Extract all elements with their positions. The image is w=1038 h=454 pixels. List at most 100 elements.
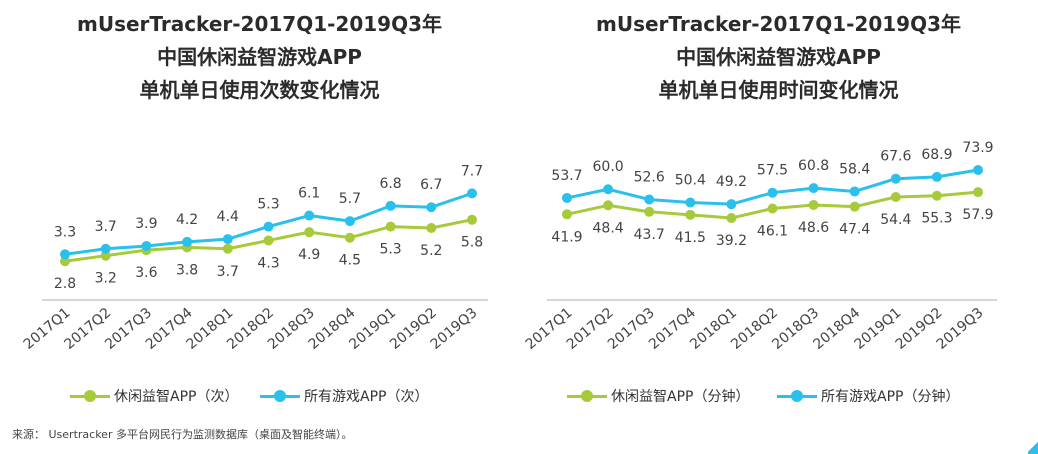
data-point-casual [726, 213, 737, 224]
data-point-casual [603, 200, 614, 211]
data-label-all: 6.7 [420, 177, 442, 193]
data-label-all: 6.1 [298, 186, 320, 202]
data-label-casual: 4.9 [298, 247, 320, 263]
legend-label-all: 所有游戏APP（分钟） [821, 389, 960, 405]
data-point-all [603, 184, 614, 195]
data-label-casual: 3.8 [176, 262, 198, 278]
x-tick-label: 2019Q3 [934, 305, 987, 353]
chart-title: mUserTracker-2017Q1-2019Q3年 中国休闲益智游戏APP … [0, 8, 519, 107]
data-label-casual: 5.8 [461, 235, 483, 251]
data-point-casual [808, 200, 819, 211]
data-label-casual: 43.7 [634, 227, 665, 243]
data-point-casual [685, 209, 696, 220]
data-label-casual: 3.7 [217, 264, 239, 280]
data-point-all [849, 186, 860, 197]
data-label-all: 3.3 [54, 224, 76, 240]
data-point-casual [100, 250, 111, 261]
data-label-all: 52.6 [634, 169, 665, 185]
data-point-casual [344, 232, 355, 243]
data-label-all: 50.4 [675, 173, 706, 189]
legend-line-marker-icon [567, 386, 607, 406]
data-label-all: 68.9 [921, 147, 952, 163]
data-point-casual [467, 214, 477, 225]
data-point-casual [931, 190, 942, 201]
data-point-casual [849, 201, 860, 212]
data-point-all [467, 188, 477, 199]
data-point-casual [644, 206, 655, 217]
title-line-2: 中国休闲益智游戏APP [676, 45, 881, 69]
data-label-all: 6.8 [379, 176, 401, 192]
data-point-casual [385, 221, 396, 232]
data-label-all: 73.9 [962, 140, 993, 156]
data-point-casual [304, 227, 315, 238]
title-line-3: 单机单日使用时间变化情况 [658, 78, 899, 102]
data-label-casual: 41.5 [675, 230, 706, 246]
data-label-casual: 41.9 [551, 229, 582, 245]
data-label-casual: 55.3 [921, 211, 952, 227]
data-point-all [304, 210, 315, 221]
data-point-all [385, 200, 396, 211]
data-label-all: 57.5 [757, 163, 788, 179]
data-point-all [344, 216, 355, 227]
data-label-all: 7.7 [461, 163, 483, 179]
data-label-casual: 5.2 [420, 243, 442, 259]
data-label-casual: 47.4 [839, 222, 870, 238]
data-label-casual: 54.4 [880, 212, 911, 228]
legend-label-all: 所有游戏APP（次） [304, 389, 429, 405]
source-note: 来源： Usertracker 多平台网民行为监测数据库（桌面及智能终端）。 [12, 428, 353, 441]
data-point-casual [222, 243, 233, 254]
data-point-all [767, 187, 778, 198]
legend-item-all: 所有游戏APP（分钟） [777, 386, 959, 406]
data-label-casual: 2.8 [54, 276, 76, 292]
data-label-all: 49.2 [716, 174, 747, 190]
data-point-casual [890, 191, 901, 202]
legend-item-casual: 休闲益智APP（分钟） [567, 386, 749, 406]
chart-panel-right: mUserTracker-2017Q1-2019Q3年 中国休闲益智游戏APP … [519, 0, 1038, 425]
data-point-casual [60, 256, 70, 267]
data-label-casual: 3.2 [95, 271, 117, 287]
line-chart-usage-time: 2017Q12017Q22017Q32017Q42018Q12018Q22018… [523, 140, 997, 353]
data-point-all [685, 197, 696, 208]
data-point-all [890, 173, 901, 184]
data-point-all [263, 221, 274, 232]
data-label-all: 67.6 [880, 149, 911, 165]
x-tick-label: 2019Q3 [428, 305, 481, 353]
data-label-casual: 5.3 [379, 242, 401, 258]
data-point-all [141, 241, 152, 251]
data-label-all: 3.9 [135, 216, 157, 232]
data-label-all: 3.7 [95, 219, 117, 235]
title-line-2: 中国休闲益智游戏APP [157, 45, 362, 69]
legend-label-casual: 休闲益智APP（分钟） [611, 389, 750, 405]
data-point-all [644, 194, 655, 205]
legend-line-marker-icon [70, 386, 110, 406]
data-point-all [60, 249, 70, 260]
data-point-all [973, 164, 983, 175]
data-label-all: 60.8 [798, 158, 829, 174]
data-label-casual: 46.1 [757, 223, 788, 239]
data-point-all [222, 234, 233, 245]
title-line-1: mUserTracker-2017Q1-2019Q3年 [595, 12, 962, 36]
data-label-casual: 3.6 [135, 265, 157, 281]
data-label-casual: 4.5 [339, 253, 361, 269]
data-label-casual: 57.9 [962, 207, 993, 223]
data-label-casual: 48.4 [593, 220, 624, 236]
data-point-all [931, 171, 942, 182]
data-label-all: 4.4 [217, 209, 239, 225]
title-line-3: 单机单日使用次数变化情况 [139, 78, 380, 102]
line-chart-usage-count: 2017Q12017Q22017Q32017Q42018Q12018Q22018… [21, 163, 488, 353]
legend-item-casual: 休闲益智APP（次） [70, 386, 238, 406]
data-point-casual [263, 235, 274, 246]
title-line-1: mUserTracker-2017Q1-2019Q3年 [76, 12, 443, 36]
legend-label-casual: 休闲益智APP（次） [114, 389, 239, 405]
data-label-all: 5.7 [339, 191, 361, 207]
data-label-all: 53.7 [551, 168, 582, 184]
data-point-casual [767, 203, 778, 214]
data-point-all [808, 183, 819, 194]
corner-accent [1028, 440, 1038, 454]
chart-panel-left: mUserTracker-2017Q1-2019Q3年 中国休闲益智游戏APP … [0, 0, 519, 425]
data-label-all: 4.2 [176, 212, 198, 228]
data-label-all: 58.4 [839, 161, 870, 177]
data-point-casual [973, 187, 983, 198]
legend-line-marker-icon [777, 386, 817, 406]
data-label-casual: 4.3 [257, 255, 279, 271]
